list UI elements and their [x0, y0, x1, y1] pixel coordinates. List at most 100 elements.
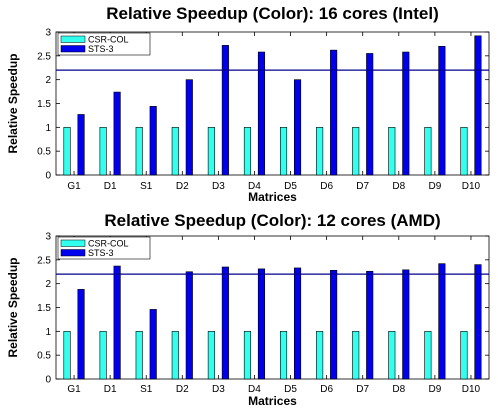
bar-sts-3-d1 — [113, 265, 121, 380]
legend-label: STS-3 — [88, 44, 114, 54]
x-tick-label: G1 — [67, 384, 81, 395]
bar-sts-3-d3 — [221, 45, 229, 176]
bar-sts-3-d10 — [474, 35, 482, 176]
bar-sts-3-s1 — [149, 106, 157, 176]
y-tick-label: 1.5 — [37, 99, 51, 110]
bar-csr-col-d6 — [316, 331, 324, 380]
bar-csr-col-g1 — [63, 331, 71, 380]
bar-csr-col-d2 — [171, 127, 179, 176]
legend-label: CSR-COL — [88, 238, 129, 248]
bar-csr-col-d6 — [316, 127, 324, 176]
x-tick-label: S1 — [140, 384, 153, 395]
bar-sts-3-d1 — [113, 91, 121, 176]
legend-label: STS-3 — [88, 248, 114, 258]
x-tick-label: D9 — [428, 384, 441, 395]
y-tick-label: 2 — [45, 75, 51, 86]
legend-label: CSR-COL — [88, 34, 129, 44]
bar-sts-3-d2 — [185, 271, 193, 380]
y-tick-label: 0 — [45, 171, 51, 182]
bar-sts-3-g1 — [77, 289, 85, 380]
bar-csr-col-d8 — [388, 331, 396, 380]
y-tick-label: 2.5 — [37, 255, 51, 266]
legend-swatch-sts-3 — [60, 249, 86, 257]
bar-sts-3-d6 — [330, 49, 338, 176]
x-tick-label: D7 — [356, 384, 369, 395]
chart-title: Relative Speedup (Color): 12 cores (AMD) — [104, 211, 440, 230]
y-tick-label: 0.5 — [37, 351, 51, 362]
bar-csr-col-d5 — [279, 331, 288, 380]
bar-csr-col-d7 — [352, 331, 360, 380]
legend-swatch-sts-3 — [60, 45, 86, 53]
bar-sts-3-d3 — [221, 266, 229, 380]
bar-csr-col-d9 — [424, 127, 432, 176]
x-tick-label: D1 — [104, 384, 117, 395]
bar-sts-3-s1 — [149, 309, 157, 380]
bar-sts-3-d5 — [293, 267, 302, 380]
x-tick-label: D10 — [462, 384, 481, 395]
bar-sts-3-d9 — [438, 45, 446, 176]
bar-csr-col-s1 — [135, 127, 143, 176]
y-tick-label: 3 — [45, 232, 51, 243]
bar-sts-3-d10 — [474, 264, 482, 380]
bar-sts-3-d6 — [330, 270, 338, 380]
bar-sts-3-g1 — [77, 114, 85, 176]
bar-csr-col-s1 — [135, 331, 143, 380]
x-tick-label: D1 — [104, 181, 117, 192]
bar-csr-col-d8 — [388, 127, 396, 176]
x-tick-label: D6 — [320, 384, 333, 395]
legend-swatch-csr-col — [60, 239, 86, 247]
y-tick-label: 1 — [45, 327, 51, 338]
bar-sts-3-d8 — [402, 51, 410, 176]
bar-sts-3-d7 — [366, 270, 374, 380]
bar-sts-3-d4 — [257, 51, 266, 176]
y-tick-label: 1 — [45, 123, 51, 134]
bar-sts-3-d4 — [257, 268, 266, 380]
x-tick-label: D2 — [176, 181, 189, 192]
bar-sts-3-d5 — [293, 79, 302, 176]
x-axis-title: Matrices — [248, 190, 297, 204]
x-tick-label: D2 — [176, 384, 189, 395]
x-tick-label: D3 — [212, 384, 225, 395]
x-tick-label: S1 — [140, 181, 153, 192]
bar-csr-col-d3 — [207, 331, 215, 380]
bar-csr-col-d5 — [279, 127, 288, 176]
x-tick-label: D4 — [248, 181, 261, 192]
bar-sts-3-d8 — [402, 269, 410, 380]
x-tick-label: D3 — [212, 181, 225, 192]
bar-csr-col-d3 — [207, 127, 215, 176]
bar-csr-col-g1 — [63, 127, 71, 176]
y-tick-label: 0 — [45, 375, 51, 386]
bar-csr-col-d4 — [243, 127, 252, 176]
x-tick-label: D5 — [284, 181, 297, 192]
x-tick-label: D5 — [284, 384, 297, 395]
bar-csr-col-d1 — [99, 331, 107, 380]
y-tick-label: 3 — [45, 28, 51, 39]
x-tick-label: D10 — [462, 181, 481, 192]
bar-csr-col-d10 — [460, 331, 468, 380]
x-tick-label: D4 — [248, 384, 261, 395]
y-axis-title: Relative Speedup — [6, 53, 20, 153]
bar-sts-3-d2 — [185, 79, 193, 176]
x-tick-label: D6 — [320, 181, 333, 192]
y-axis-title: Relative Speedup — [6, 257, 20, 357]
bar-csr-col-d1 — [99, 127, 107, 176]
y-tick-label: 2 — [45, 279, 51, 290]
bar-csr-col-d7 — [352, 127, 360, 176]
y-tick-label: 1.5 — [37, 303, 51, 314]
chart-title: Relative Speedup (Color): 16 cores (Inte… — [106, 4, 439, 23]
x-tick-label: D9 — [428, 181, 441, 192]
x-tick-label: D8 — [392, 384, 405, 395]
x-axis-title: Matrices — [248, 394, 297, 408]
bar-csr-col-d9 — [424, 331, 432, 380]
chart-1: Relative Speedup (Color): 16 cores (Inte… — [6, 4, 490, 204]
y-tick-label: 2.5 — [37, 51, 51, 62]
bar-csr-col-d10 — [460, 127, 468, 176]
bar-csr-col-d2 — [171, 331, 179, 380]
x-tick-label: G1 — [67, 181, 81, 192]
bar-sts-3-d7 — [366, 53, 374, 176]
x-tick-label: D7 — [356, 181, 369, 192]
legend-swatch-csr-col — [60, 35, 86, 43]
